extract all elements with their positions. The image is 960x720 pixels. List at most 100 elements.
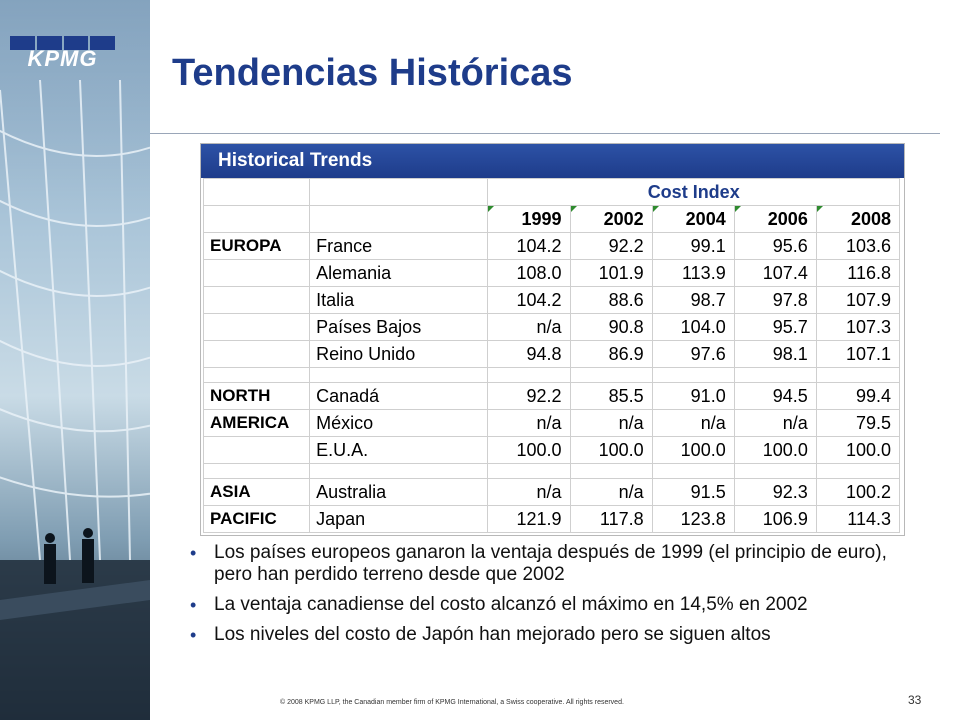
value-cell: n/a bbox=[487, 313, 571, 341]
title-divider bbox=[150, 133, 940, 134]
slide-title: Tendencias Históricas bbox=[172, 52, 573, 94]
value-cell: 85.5 bbox=[569, 382, 653, 410]
country-label: Alemania bbox=[309, 259, 489, 287]
country-label: Canadá bbox=[309, 382, 489, 410]
empty-cell bbox=[202, 205, 311, 233]
value-cell: 94.5 bbox=[733, 382, 817, 410]
table-row: Alemania 108.0 101.9 113.9 107.4 116.8 bbox=[202, 259, 901, 287]
value-cell: 117.8 bbox=[569, 505, 653, 533]
year-header: 2002 bbox=[569, 205, 653, 233]
value-cell: 107.3 bbox=[815, 313, 901, 341]
bullet-item: • Los países europeos ganaron la ventaja … bbox=[190, 542, 887, 585]
value-cell: 99.1 bbox=[651, 232, 735, 260]
value-cell: 95.6 bbox=[733, 232, 817, 260]
empty-cell bbox=[202, 463, 311, 479]
value-cell: 100.0 bbox=[651, 436, 735, 464]
value-cell: 88.6 bbox=[569, 286, 653, 314]
value-cell: 99.4 bbox=[815, 382, 901, 410]
bullet-icon: • bbox=[190, 625, 197, 645]
kpmg-logo-text: KPMG bbox=[27, 46, 98, 71]
value-cell: 98.1 bbox=[733, 340, 817, 368]
kpmg-logo: KPMG bbox=[10, 36, 115, 71]
empty-cell bbox=[651, 463, 735, 479]
side-photo: KPMG bbox=[0, 0, 150, 720]
region-label bbox=[202, 340, 311, 368]
spacer-row bbox=[202, 367, 901, 383]
historical-trends-table: Historical Trends Cost Index 1999 2002 2004… bbox=[200, 143, 905, 536]
region-label: NORTH bbox=[202, 382, 311, 410]
region-label: AMERICA bbox=[202, 409, 311, 437]
table-title: Historical Trends bbox=[201, 144, 904, 178]
value-cell: 97.8 bbox=[733, 286, 817, 314]
table-row: NORTH Canadá 92.2 85.5 91.0 94.5 99.4 bbox=[202, 382, 901, 410]
empty-cell bbox=[487, 367, 571, 383]
header-row: Cost Index bbox=[202, 178, 900, 206]
bullet-item: • La ventaja canadiense del costo alcanzó… bbox=[190, 594, 808, 615]
country-label: France bbox=[309, 232, 489, 260]
empty-cell bbox=[309, 367, 489, 383]
value-cell: 86.9 bbox=[569, 340, 653, 368]
value-cell: 107.9 bbox=[815, 286, 901, 314]
region-label bbox=[202, 436, 311, 464]
region-label: ASIA bbox=[202, 478, 311, 506]
empty-cell bbox=[309, 463, 489, 479]
year-header: 2006 bbox=[733, 205, 817, 233]
year-header: 2004 bbox=[651, 205, 735, 233]
country-label: Países Bajos bbox=[309, 313, 489, 341]
value-cell: 95.7 bbox=[733, 313, 817, 341]
empty-cell bbox=[651, 367, 735, 383]
empty-cell bbox=[487, 463, 571, 479]
page-number: 33 bbox=[908, 693, 922, 707]
country-label: Japan bbox=[309, 505, 489, 533]
empty-cell bbox=[309, 205, 489, 233]
value-cell: 100.0 bbox=[487, 436, 571, 464]
value-cell: n/a bbox=[569, 409, 653, 437]
table-row: Italia 104.2 88.6 98.7 97.8 107.9 bbox=[202, 286, 901, 314]
value-cell: 94.8 bbox=[487, 340, 571, 368]
empty-cell bbox=[733, 367, 817, 383]
value-cell: 113.9 bbox=[651, 259, 735, 287]
empty-cell bbox=[733, 463, 817, 479]
spacer-row bbox=[202, 463, 901, 479]
region-label bbox=[202, 313, 311, 341]
bullet-item: • Los niveles del costo de Japón han mejo… bbox=[190, 624, 771, 645]
empty-cell bbox=[202, 178, 311, 206]
value-cell: 101.9 bbox=[569, 259, 653, 287]
value-cell: 100.0 bbox=[815, 436, 901, 464]
value-cell: 100.0 bbox=[733, 436, 817, 464]
region-label bbox=[202, 259, 311, 287]
value-cell: 91.5 bbox=[651, 478, 735, 506]
value-cell: 104.2 bbox=[487, 232, 571, 260]
cost-index-table: Cost Index 1999 2002 2004 2006 2008 EUROPA Fran… bbox=[202, 178, 901, 533]
table-row: E.U.A. 100.0 100.0 100.0 100.0 100.0 bbox=[202, 436, 901, 464]
table-row: Países Bajos n/a 90.8 104.0 95.7 107.3 bbox=[202, 313, 901, 341]
table-row: PACIFIC Japan 121.9 117.8 123.8 106.9 114.3 bbox=[202, 505, 901, 533]
value-cell: 97.6 bbox=[651, 340, 735, 368]
empty-cell bbox=[815, 367, 901, 383]
country-label: E.U.A. bbox=[309, 436, 489, 464]
region-label: EUROPA bbox=[202, 232, 311, 260]
value-cell: 100.2 bbox=[815, 478, 901, 506]
value-cell: 100.0 bbox=[569, 436, 653, 464]
value-cell: 104.0 bbox=[651, 313, 735, 341]
country-label: Reino Unido bbox=[309, 340, 489, 368]
value-cell: 103.6 bbox=[815, 232, 901, 260]
value-cell: 121.9 bbox=[487, 505, 571, 533]
cost-index-header: Cost Index bbox=[487, 178, 900, 206]
glass-roof-graphic bbox=[0, 79, 150, 720]
value-cell: 107.1 bbox=[815, 340, 901, 368]
value-cell: 98.7 bbox=[651, 286, 735, 314]
value-cell: 92.3 bbox=[733, 478, 817, 506]
table-row: ASIA Australia n/a n/a 91.5 92.3 100.2 bbox=[202, 478, 901, 506]
value-cell: 104.2 bbox=[487, 286, 571, 314]
empty-cell bbox=[815, 463, 901, 479]
empty-cell bbox=[309, 178, 489, 206]
year-header: 2008 bbox=[815, 205, 901, 233]
table-row: Reino Unido 94.8 86.9 97.6 98.1 107.1 bbox=[202, 340, 901, 368]
table-row: AMERICA México n/a n/a n/a n/a 79.5 bbox=[202, 409, 901, 437]
value-cell: n/a bbox=[487, 409, 571, 437]
empty-cell bbox=[569, 367, 653, 383]
empty-cell bbox=[202, 367, 311, 383]
copyright-footer: © 2008 KPMG LLP, the Canadian member fir… bbox=[280, 699, 624, 706]
country-label: México bbox=[309, 409, 489, 437]
